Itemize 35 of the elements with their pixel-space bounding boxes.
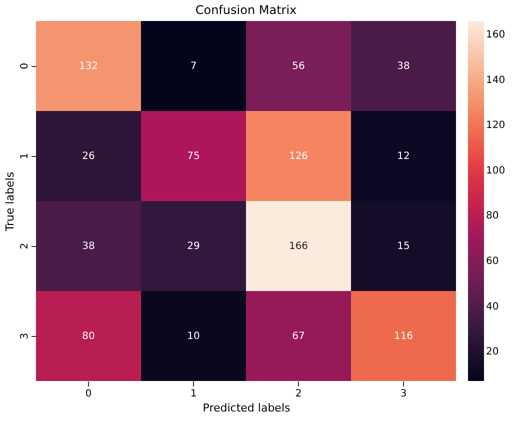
chart-title: Confusion Matrix: [195, 3, 297, 17]
y-tick-label: 3: [20, 332, 30, 340]
y-axis-title: True labels: [4, 172, 16, 232]
color-bar-label: 60: [486, 256, 499, 267]
data-label: 80: [82, 331, 95, 342]
data-label: 132: [78, 61, 98, 72]
data-label: 26: [82, 151, 95, 162]
color-bar-label: 80: [486, 210, 499, 222]
data-label: 126: [288, 151, 308, 162]
data-label: 29: [187, 241, 200, 252]
y-tick-label: 1: [20, 152, 30, 160]
color-bar-label: 40: [486, 301, 499, 312]
data-label: 15: [397, 241, 410, 252]
x-tick-label: 2: [295, 388, 302, 400]
data-label: 10: [187, 331, 200, 342]
color-bar-label: 140: [486, 74, 506, 86]
data-label: 38: [82, 241, 95, 252]
data-label: 67: [292, 331, 305, 342]
x-axis-title: Predicted labels: [202, 402, 291, 414]
y-tick-label: 0: [20, 62, 30, 70]
color-bar-label: 100: [486, 165, 506, 176]
data-label: 75: [187, 151, 200, 162]
data-label: 7: [190, 61, 197, 72]
color-bar-label: 20: [486, 346, 499, 358]
data-label: 116: [394, 331, 414, 342]
x-tick-label: 1: [190, 388, 197, 400]
y-tick-label: 2: [20, 242, 30, 250]
data-label: 12: [397, 151, 410, 162]
data-label: 166: [288, 241, 308, 252]
x-tick-label: 3: [400, 388, 407, 400]
color-bar-label: 160: [486, 30, 506, 41]
x-tick-label: 0: [85, 388, 92, 400]
data-label: 38: [397, 61, 410, 72]
data-label: 56: [292, 61, 305, 72]
color-bar-label: 120: [486, 120, 506, 132]
